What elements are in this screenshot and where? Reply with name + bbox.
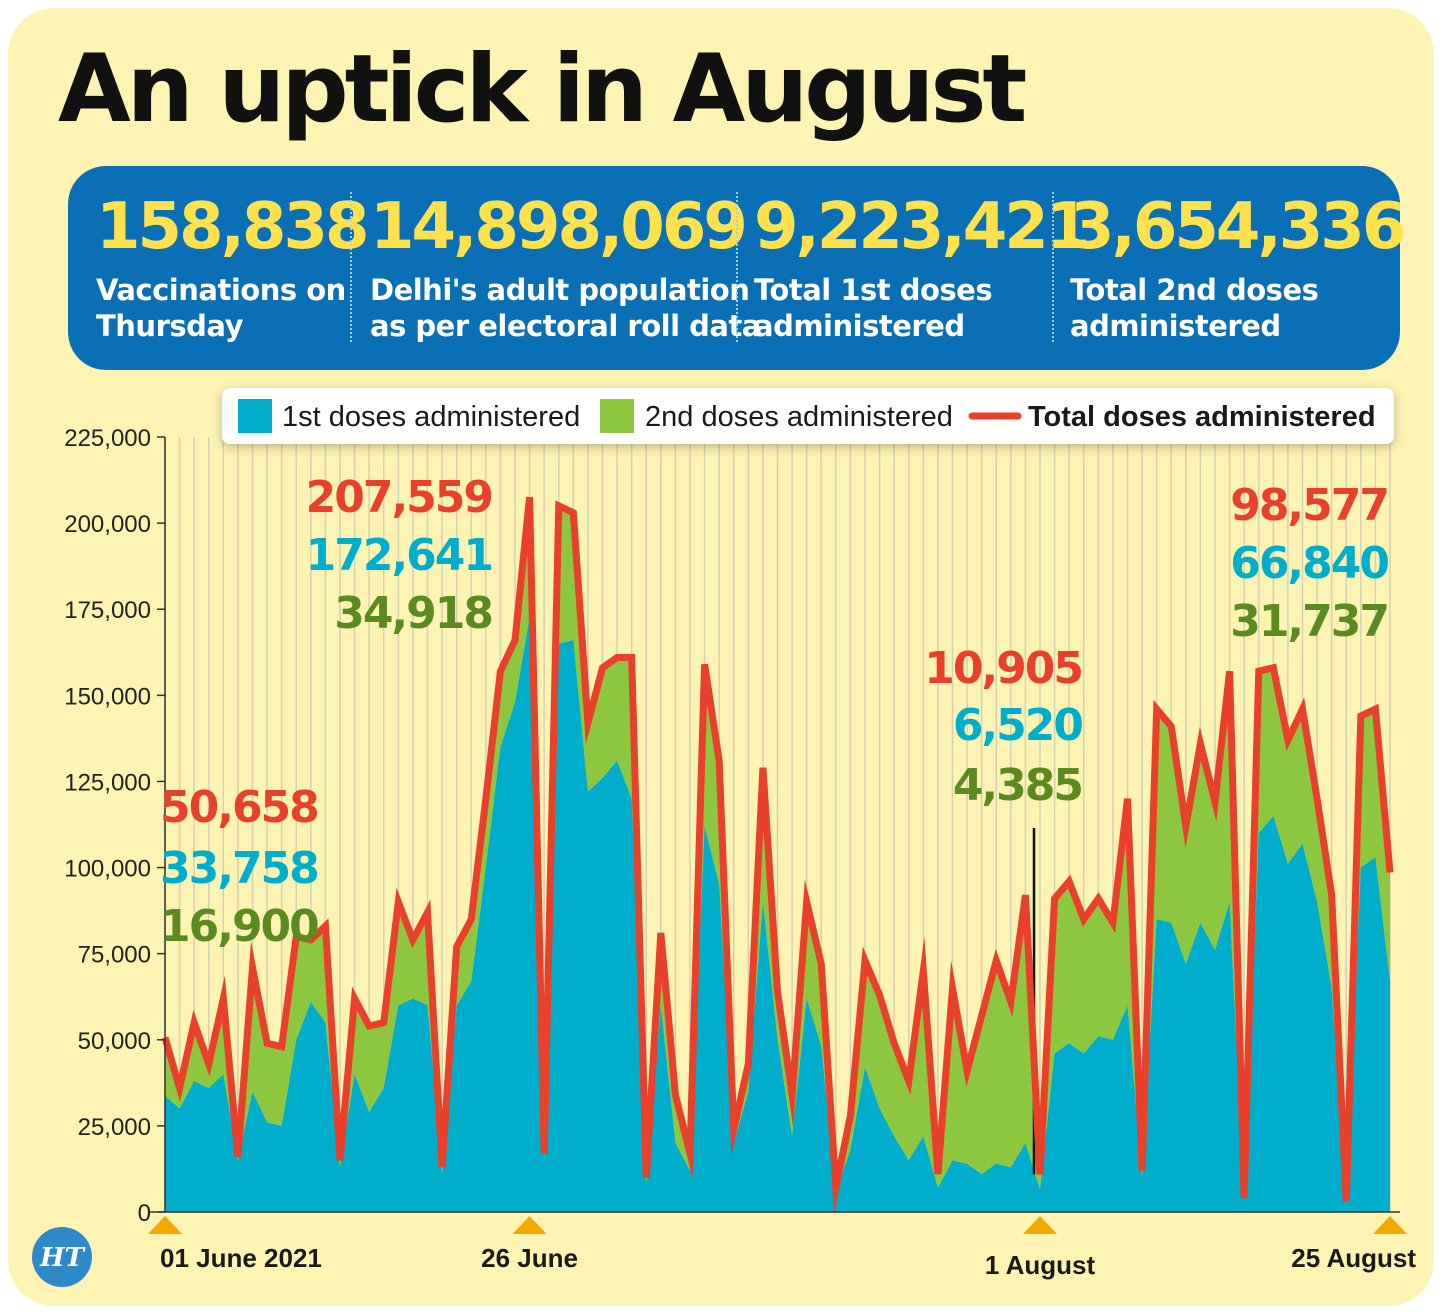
legend-box <box>222 388 1394 444</box>
annotation-first-dose: 6,520 <box>953 700 1083 751</box>
date-marker <box>148 1216 182 1234</box>
y-tick-label: 125,000 <box>64 769 151 796</box>
y-tick-label: 200,000 <box>64 511 151 538</box>
axes: 0 25,000 50,000 75,000 100,000 125,000 150,000… <box>64 425 1416 1280</box>
annotation-first-dose: 66,840 <box>1230 538 1388 589</box>
annotation-first-dose: 33,758 <box>160 843 318 894</box>
annotations: 50,658 33,758 16,900 207,559 172,641 34,918 10… <box>160 472 1390 952</box>
stacked-areas <box>165 497 1390 1212</box>
stats-panel: 158,838 Vaccinations on Thursday 14,898,… <box>68 166 1406 370</box>
legend-swatch-first <box>238 399 272 433</box>
stat-label: Total 1st doses administered <box>754 273 993 343</box>
date-marker <box>1023 1216 1057 1234</box>
stat-label: Vaccinations on Thursday <box>96 273 346 343</box>
annotation-total: 50,658 <box>160 782 318 833</box>
annotation-second-dose: 31,737 <box>1230 596 1388 647</box>
stat-label: Total 2nd doses administered <box>1070 273 1319 343</box>
stat-value: 9,223,421 <box>754 190 1090 264</box>
y-tick-label: 100,000 <box>64 856 151 883</box>
y-tick-label: 175,000 <box>64 597 151 624</box>
x-date-label: 26 June <box>481 1243 578 1273</box>
annotation-total: 98,577 <box>1230 480 1388 531</box>
y-tick-label: 0 <box>138 1200 151 1227</box>
area-second-doses <box>165 497 1390 1212</box>
legend: 1st doses administered 2nd doses adminis… <box>222 388 1394 444</box>
stat-value: 158,838 <box>96 190 369 264</box>
legend-label-first: 1st doses administered <box>282 401 580 433</box>
stat-divider <box>1052 192 1054 342</box>
stat-adult-population: 14,898,069 Delhi's adult population as p… <box>370 188 761 344</box>
legend-label-second: 2nd doses administered <box>645 401 953 433</box>
annotation-first-dose: 172,641 <box>306 530 492 581</box>
legend-label-total: Total doses administered <box>1028 401 1376 433</box>
date-marker <box>512 1216 547 1234</box>
line-total-doses <box>161 496 1394 1215</box>
stat-vaccinations-thursday: 158,838 Vaccinations on Thursday <box>96 188 369 344</box>
date-marker <box>1373 1216 1407 1234</box>
area-first-doses <box>165 617 1390 1212</box>
ht-logo-text: HT <box>39 1243 86 1273</box>
annotation-second-dose: 4,385 <box>953 760 1082 811</box>
page-title: An uptick in August <box>58 35 1027 144</box>
stat-value: 14,898,069 <box>370 190 748 264</box>
stat-first-doses: 9,223,421 Total 1st doses administered <box>754 188 1090 344</box>
x-date-label: 1 August <box>985 1250 1096 1280</box>
stat-value: 3,654,336 <box>1070 190 1406 264</box>
annotation-second-dose: 16,900 <box>160 901 318 952</box>
ht-logo-icon <box>32 1227 92 1287</box>
stat-divider <box>350 192 352 342</box>
y-tick-label: 225,000 <box>64 425 151 452</box>
annotation-total: 207,559 <box>306 472 492 523</box>
y-tick-label: 75,000 <box>78 942 151 969</box>
ht-logo: HT <box>32 1227 92 1287</box>
y-tick-label: 150,000 <box>64 683 151 710</box>
stat-second-doses: 3,654,336 Total 2nd doses administered <box>1070 188 1406 344</box>
annotation-total: 10,905 <box>924 643 1082 694</box>
stat-divider <box>736 192 738 342</box>
x-date-label: 01 June 2021 <box>160 1243 322 1273</box>
y-tick-label: 50,000 <box>78 1028 151 1055</box>
x-date-label: 25 August <box>1291 1243 1416 1273</box>
annotation-second-dose: 34,918 <box>334 588 492 639</box>
total-line <box>161 496 1394 1215</box>
stat-label: Delhi's adult population as per electora… <box>370 273 761 343</box>
legend-swatch-second <box>600 399 634 433</box>
y-tick-label: 25,000 <box>78 1114 151 1141</box>
